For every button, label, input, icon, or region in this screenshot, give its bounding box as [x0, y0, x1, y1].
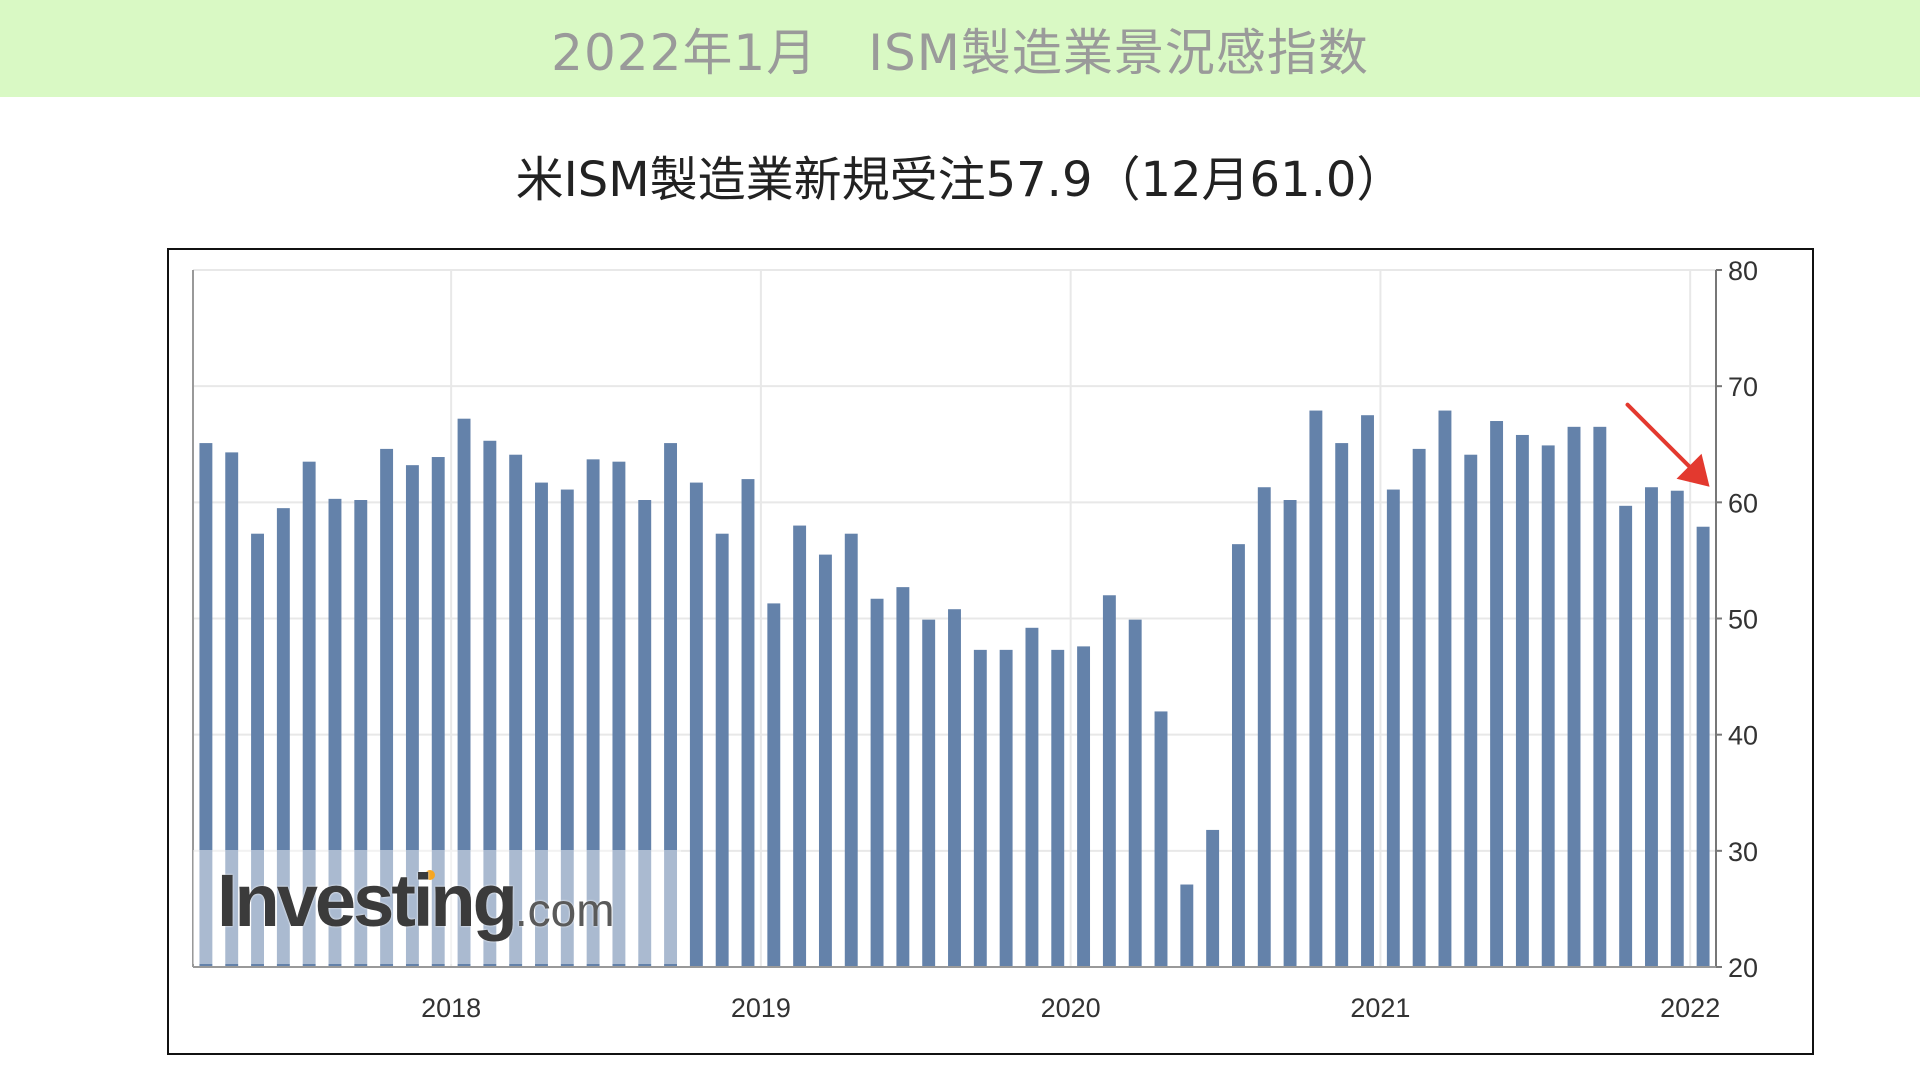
watermark-logo: Investing.com: [217, 859, 615, 942]
bar-2018-08: [638, 500, 652, 967]
bar-2020-05: [1180, 884, 1194, 967]
chart-container: 80 70 60 50 40 30 20 2018 2019 2020 2021 2022 Inves…: [167, 248, 1814, 1055]
bar-2021-01: [1386, 489, 1400, 967]
bar-2018-04: [535, 482, 548, 967]
bar-2021-02: [1412, 448, 1426, 967]
bar-2017-03: [199, 443, 213, 967]
bar-2019-04: [844, 533, 858, 967]
x-tick-label: 2020: [1041, 993, 1101, 1023]
bar-2020-12: [1361, 415, 1374, 967]
bar-2019-11: [1025, 627, 1039, 967]
x-tick-label: 2019: [731, 993, 791, 1023]
bar-2021-04: [1464, 454, 1478, 967]
bar-2021-12: [1670, 490, 1684, 967]
bar-2019-07: [922, 619, 936, 967]
y-tick-label: 40: [1728, 721, 1758, 751]
x-tick-label: 2022: [1660, 993, 1720, 1023]
bar-2021-03: [1438, 410, 1452, 967]
bar-2020-09: [1283, 500, 1297, 967]
bar-2017-08: [328, 498, 342, 967]
chart-title: 米ISM製造業新規受注57.9（12月61.0）: [515, 152, 1405, 208]
bar-2018-11: [715, 533, 729, 967]
bar-2019-10: [999, 649, 1013, 967]
bar-2019-06: [896, 587, 910, 967]
bar-2018-12: [741, 479, 755, 967]
bar-2021-05: [1490, 421, 1504, 967]
bar-2018-05: [560, 489, 574, 967]
y-tick-label: 30: [1728, 837, 1758, 867]
y-tick-label: 60: [1728, 488, 1758, 518]
bar-chart: 80 70 60 50 40 30 20 2018 2019 2020 2021 2022: [192, 256, 1758, 1023]
bar-2019-01: [767, 603, 781, 967]
y-tick-label: 80: [1728, 256, 1758, 286]
bar-2018-02: [483, 440, 497, 967]
bar-2019-02: [793, 525, 807, 967]
bar-2018-07: [612, 461, 626, 967]
annotation-arrow-shaft: [1625, 402, 1698, 475]
bar-2017-12: [431, 457, 445, 967]
bar-2017-09: [354, 500, 368, 967]
bar-2017-07: [302, 461, 316, 967]
bar-2019-12: [1051, 649, 1065, 967]
bar-2019-03: [818, 554, 832, 967]
bar-2018-09: [664, 443, 678, 967]
bar-2021-07: [1541, 445, 1555, 967]
bar-2018-01: [457, 418, 471, 967]
header-banner: 2022年1月 ISM製造業景況感指数: [0, 0, 1920, 97]
bar-2017-05: [251, 533, 264, 967]
bar-2020-07: [1231, 544, 1245, 967]
header-title: 2022年1月 ISM製造業景況感指数: [551, 23, 1369, 82]
bar-2022-01: [1696, 526, 1710, 967]
bar-2021-10: [1619, 505, 1633, 967]
y-tick-label: 50: [1728, 605, 1758, 635]
bar-2017-11: [405, 465, 419, 967]
bar-2018-06: [586, 459, 600, 967]
bar-2018-03: [509, 454, 523, 967]
bar-2018-10: [689, 482, 703, 967]
bar-2017-10: [380, 448, 394, 967]
annotation-arrow-icon: [1676, 453, 1710, 487]
bar-2021-08: [1567, 426, 1581, 967]
bar-2020-10: [1309, 410, 1323, 967]
bar-2017-04: [225, 452, 239, 967]
bar-2020-01: [1077, 646, 1091, 967]
bar-2020-02: [1102, 595, 1116, 967]
bar-2021-11: [1645, 487, 1658, 967]
watermark: Investing.com: [193, 850, 681, 964]
bar-2021-09: [1593, 426, 1607, 967]
y-tick-label: 70: [1728, 372, 1758, 402]
bar-2019-08: [948, 609, 961, 967]
bar-2019-09: [973, 649, 987, 967]
bar-2021-06: [1515, 434, 1529, 967]
watermark-dot-icon: [425, 870, 435, 880]
bar-2020-03: [1128, 619, 1142, 967]
y-tick-label: 20: [1728, 953, 1758, 983]
x-tick-label: 2018: [421, 993, 481, 1023]
bar-2017-06: [276, 508, 290, 967]
bar-2020-11: [1335, 443, 1349, 967]
bar-2020-04: [1154, 711, 1168, 967]
bar-2020-08: [1257, 487, 1271, 967]
bar-2020-06: [1206, 829, 1220, 967]
bar-2019-05: [870, 598, 884, 967]
x-tick-label: 2021: [1350, 993, 1410, 1023]
